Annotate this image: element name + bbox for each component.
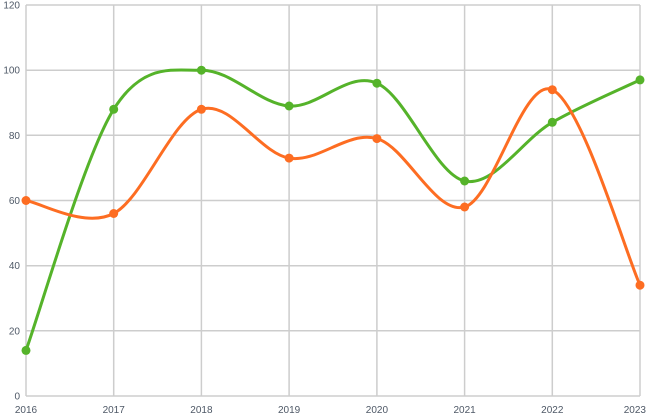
x-axis-labels: 2016 2017 2018 2019 2020 2021 2022 2023 — [15, 405, 646, 416]
grid-layer — [25, 4, 641, 397]
y-tick-label: 100 — [3, 66, 20, 77]
series-orange-point — [284, 153, 294, 163]
series-orange-point — [460, 202, 470, 212]
series-green-point — [284, 101, 294, 111]
series-orange-point — [109, 209, 119, 218]
series-orange-point — [21, 196, 31, 205]
x-tick-label: 2023 — [624, 405, 646, 416]
x-tick-label: 2019 — [278, 405, 301, 416]
y-tick-label: 120 — [3, 1, 20, 12]
series-green-point — [547, 117, 557, 127]
x-tick-label: 2022 — [541, 405, 564, 416]
x-tick-label: 2021 — [453, 405, 476, 416]
series-green-point — [109, 104, 119, 114]
series-orange-line — [24, 87, 642, 287]
y-tick-label: 60 — [9, 196, 21, 207]
series-green-point — [196, 65, 206, 75]
y-tick-label: 80 — [9, 131, 21, 142]
y-tick-label: 40 — [9, 261, 21, 272]
series-green-point — [460, 176, 470, 186]
y-tick-label: 0 — [14, 392, 20, 403]
series-green-point — [372, 78, 382, 88]
x-tick-label: 2017 — [103, 405, 126, 416]
y-tick-label: 20 — [9, 326, 21, 337]
series-green-line — [24, 68, 642, 352]
series-green-point — [21, 345, 31, 355]
series-green-point — [635, 75, 645, 85]
series-orange-point — [635, 280, 645, 290]
series-orange-point — [372, 134, 382, 144]
x-tick-label: 2018 — [190, 405, 213, 416]
series-orange-point — [196, 104, 206, 114]
x-tick-label: 2016 — [15, 405, 38, 416]
y-axis-labels: 0 20 40 60 80 100 120 — [3, 1, 20, 403]
series-orange-point — [547, 85, 557, 95]
x-tick-label: 2020 — [366, 405, 389, 416]
series-layer — [21, 65, 645, 355]
